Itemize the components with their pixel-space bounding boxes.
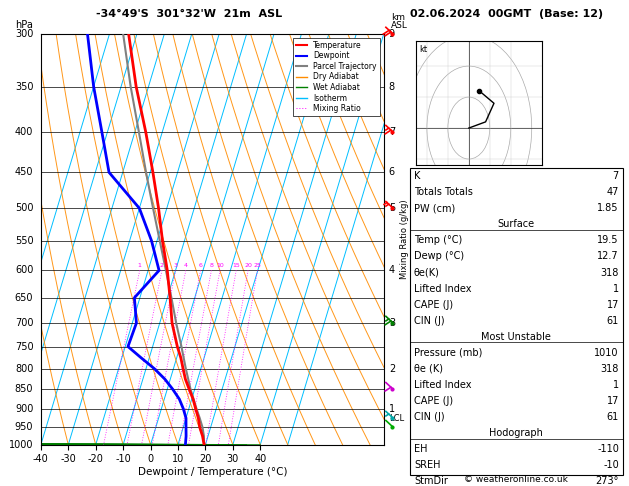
Text: 25: 25: [253, 263, 262, 268]
Text: Temp (°C): Temp (°C): [414, 235, 462, 245]
Text: 6: 6: [389, 167, 395, 177]
Text: Mixing Ratio (g/kg): Mixing Ratio (g/kg): [400, 200, 409, 279]
Text: 1: 1: [389, 404, 395, 414]
Legend: Temperature, Dewpoint, Parcel Trajectory, Dry Adiabat, Wet Adiabat, Isotherm, Mi: Temperature, Dewpoint, Parcel Trajectory…: [292, 38, 380, 116]
Text: 3: 3: [389, 318, 395, 328]
Text: Hodograph: Hodograph: [489, 428, 543, 438]
X-axis label: Dewpoint / Temperature (°C): Dewpoint / Temperature (°C): [138, 467, 287, 477]
Text: LCL: LCL: [389, 414, 404, 423]
Text: 950: 950: [15, 422, 33, 432]
Text: -34°49'S  301°32'W  21m  ASL: -34°49'S 301°32'W 21m ASL: [96, 9, 282, 19]
Text: Dewp (°C): Dewp (°C): [414, 251, 464, 261]
Text: Surface: Surface: [498, 219, 535, 229]
Text: 800: 800: [15, 364, 33, 374]
Text: © weatheronline.co.uk: © weatheronline.co.uk: [464, 474, 569, 484]
Text: 47: 47: [606, 187, 619, 197]
Text: 17: 17: [606, 299, 619, 310]
Text: 850: 850: [15, 384, 33, 394]
Text: Lifted Index: Lifted Index: [414, 380, 471, 390]
Text: 3: 3: [174, 263, 177, 268]
Text: 6: 6: [199, 263, 203, 268]
Text: 1: 1: [613, 283, 619, 294]
Text: 02.06.2024  00GMT  (Base: 12): 02.06.2024 00GMT (Base: 12): [409, 9, 603, 19]
Text: 61: 61: [607, 315, 619, 326]
Text: StmDir: StmDir: [414, 476, 448, 486]
Text: 750: 750: [14, 342, 33, 351]
Text: 273°: 273°: [596, 476, 619, 486]
Text: 8: 8: [389, 82, 395, 91]
Text: 1: 1: [138, 263, 142, 268]
Text: -110: -110: [597, 444, 619, 454]
Text: 10: 10: [216, 263, 224, 268]
Text: K: K: [414, 171, 420, 181]
Text: 20: 20: [244, 263, 252, 268]
Text: CAPE (J): CAPE (J): [414, 299, 453, 310]
Text: 300: 300: [15, 29, 33, 39]
Text: 19.5: 19.5: [598, 235, 619, 245]
Text: Totals Totals: Totals Totals: [414, 187, 473, 197]
Text: 8: 8: [209, 263, 213, 268]
Text: 5: 5: [389, 203, 395, 213]
Text: θe (K): θe (K): [414, 364, 443, 374]
Text: PW (cm): PW (cm): [414, 203, 455, 213]
Text: 61: 61: [607, 412, 619, 422]
Text: CAPE (J): CAPE (J): [414, 396, 453, 406]
Text: 12.7: 12.7: [598, 251, 619, 261]
Text: 450: 450: [15, 167, 33, 177]
Text: CIN (J): CIN (J): [414, 412, 445, 422]
Text: kt: kt: [419, 45, 427, 54]
Text: CIN (J): CIN (J): [414, 315, 445, 326]
Text: 500: 500: [15, 203, 33, 213]
Text: 350: 350: [15, 82, 33, 91]
Text: 318: 318: [601, 364, 619, 374]
Text: 1.85: 1.85: [598, 203, 619, 213]
Text: SREH: SREH: [414, 460, 440, 470]
Text: 7: 7: [613, 171, 619, 181]
Text: 600: 600: [15, 265, 33, 276]
Text: 2: 2: [389, 364, 395, 374]
Text: 900: 900: [15, 404, 33, 414]
Text: 15: 15: [232, 263, 240, 268]
Text: 318: 318: [601, 267, 619, 278]
Text: 9: 9: [389, 29, 395, 39]
Text: 650: 650: [15, 293, 33, 303]
Text: 550: 550: [14, 236, 33, 246]
Text: -10: -10: [603, 460, 619, 470]
Text: 1010: 1010: [594, 347, 619, 358]
Text: 400: 400: [15, 127, 33, 137]
Text: θe(K): θe(K): [414, 267, 440, 278]
Text: Lifted Index: Lifted Index: [414, 283, 471, 294]
Text: 700: 700: [15, 318, 33, 328]
Text: 4: 4: [389, 265, 395, 276]
Text: hPa: hPa: [16, 20, 33, 30]
Text: 1000: 1000: [9, 440, 33, 450]
Text: 7: 7: [389, 127, 395, 137]
Text: Pressure (mb): Pressure (mb): [414, 347, 482, 358]
Text: 2: 2: [160, 263, 164, 268]
Text: 1: 1: [613, 380, 619, 390]
Text: 17: 17: [606, 396, 619, 406]
Text: EH: EH: [414, 444, 427, 454]
Text: Most Unstable: Most Unstable: [481, 331, 552, 342]
Text: 4: 4: [184, 263, 188, 268]
Text: km
ASL: km ASL: [391, 13, 408, 30]
